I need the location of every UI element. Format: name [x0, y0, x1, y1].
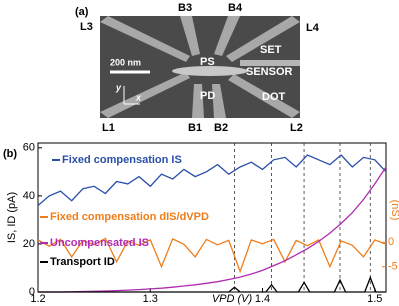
electrodes — [100, 16, 300, 118]
gate-label: L1 — [102, 122, 115, 134]
y-axis-label: IS, ID (pA) — [6, 192, 18, 243]
panel-label: (b) — [3, 148, 17, 160]
gate-label: B3 — [178, 2, 192, 14]
legend-label: Fixed compensation IS — [62, 154, 182, 166]
gate-label: L3 — [80, 21, 93, 33]
series-line — [37, 154, 387, 206]
y2-tick-label: 0 — [388, 236, 394, 248]
y2-axis-label: (nS) — [389, 200, 399, 221]
gate-label: B4 — [228, 2, 243, 14]
y-tick-label: 20 — [23, 238, 35, 250]
gate-label: L4 — [306, 22, 320, 34]
y-tick-label: 0 — [29, 286, 35, 298]
gate-label: L2 — [290, 122, 303, 134]
y2-tick-label: -5 — [388, 261, 398, 273]
y-tick-label: 60 — [23, 142, 35, 154]
x-axis-label: VPD (V) — [212, 293, 253, 305]
region-label: SET — [260, 44, 282, 56]
y-tick-label: 40 — [23, 190, 35, 202]
axis-label: y — [115, 82, 122, 92]
x-tick-label: 1.3 — [143, 293, 158, 305]
gate-label: B1 — [188, 122, 202, 134]
region-label: PS — [200, 56, 215, 68]
series-line — [38, 166, 387, 293]
legend-label: Transport ID — [50, 256, 115, 268]
x-tick-label: 1.2 — [30, 293, 45, 305]
axis-label: x — [135, 92, 142, 102]
region-label: PD — [200, 90, 215, 102]
series-line — [37, 237, 387, 274]
region-label: SENSOR — [246, 66, 293, 78]
x-tick-label: 1.5 — [367, 293, 382, 305]
legend-label: Fixed compensation dIS/dVPD — [50, 211, 209, 223]
x-tick-label: 1.4 — [255, 293, 270, 305]
panel-label: (a) — [75, 6, 89, 18]
gate-label: B2 — [214, 122, 228, 134]
legend-label: Uncompensated IS — [50, 237, 149, 249]
scale-label: 200 nm — [110, 57, 141, 67]
region-label: DOT — [262, 91, 286, 103]
series-line — [38, 275, 386, 293]
